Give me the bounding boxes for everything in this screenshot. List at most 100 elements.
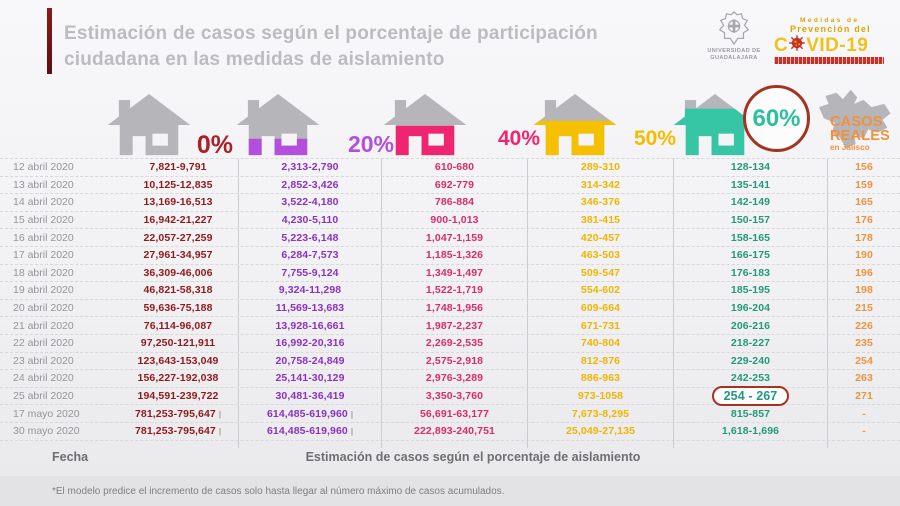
cell-estimate-40pct: 1,047-1,159 <box>382 229 528 246</box>
cell-estimate-0pct: 123,643-153,049 <box>118 352 239 370</box>
cell-estimate-50pct: 420-457 <box>528 229 674 246</box>
estimate-value-60pct: 166-175 <box>730 249 771 262</box>
cell-estimate-0pct: 22,057-27,259 <box>118 229 239 246</box>
cell-estimate-0pct: 781,253-795,647 | <box>118 405 239 422</box>
estimate-value-40pct: 1,987-2,237 <box>425 319 484 332</box>
estimate-value-50pct: 381-415 <box>580 214 621 227</box>
cell-estimate-20pct: 13,928-16,661 <box>239 317 382 334</box>
covid-wordmark-suffix: VID-19 <box>806 34 869 56</box>
row-date: 16 abril 2020 <box>13 231 74 244</box>
estimate-value-0pct: 46,821-58,318 <box>143 284 213 297</box>
estimate-value-60pct: 218-227 <box>730 337 771 350</box>
participation-20pct-label: 20% <box>347 131 394 157</box>
cell-estimate-60pct: 166-175 <box>674 246 828 264</box>
row-date: 12 abril 2020 <box>13 161 74 174</box>
participation-50pct-label: 50% <box>633 127 676 150</box>
row-date: 18 abril 2020 <box>13 266 74 279</box>
cell-estimate-60pct: 128-134 <box>674 159 828 176</box>
estimate-value-60pct: 229-240 <box>730 354 771 367</box>
cell-estimate-50pct: 554-602 <box>528 282 674 299</box>
real-cases-value: 226 <box>855 319 873 332</box>
real-cases-value: 178 <box>855 231 873 244</box>
cell-estimate-40pct: 2,575-2,918 <box>382 352 528 370</box>
real-cases-value: 215 <box>855 302 873 315</box>
covid-tagline-1: Medidas de <box>800 17 860 24</box>
cell-estimate-0pct: 7,821-9,791 <box>118 159 239 176</box>
estimate-value-50pct: 25,049-27,135 <box>565 425 636 438</box>
cell-estimate-40pct: 2,976-3,289 <box>382 370 528 387</box>
estimate-value-0pct: 27,961-34,957 <box>143 249 213 262</box>
estimate-value-0pct: 13,169-16,513 <box>143 196 213 209</box>
estimate-value-20pct: 4,230-5,110 <box>281 214 339 227</box>
estimate-value-40pct: 786-884 <box>434 196 475 209</box>
estimate-value-40pct: 900-1,013 <box>430 214 479 227</box>
real-cases-value: 156 <box>855 161 873 174</box>
estimate-value-40pct: 2,269-2,535 <box>425 337 484 350</box>
table-row: 13 abril 2020 10,125-12,835 2,852-3,426 … <box>0 176 900 195</box>
cell-real-cases: 215 <box>828 300 900 317</box>
estimate-value-50pct: 973-1058 <box>577 390 624 403</box>
cell-real-cases: 271 <box>828 388 900 405</box>
participation-0pct-label: 0% <box>196 131 233 159</box>
cell-real-cases: 156 <box>828 159 900 176</box>
cell-estimate-50pct: 25,049-27,135 <box>528 422 674 440</box>
estimate-value-60pct: 142-149 <box>730 196 771 209</box>
footnote-marker: | <box>350 426 354 437</box>
jalisco-map-icon <box>814 88 894 155</box>
virus-icon <box>788 35 806 55</box>
real-cases-value: 159 <box>855 178 873 191</box>
cell-estimate-50pct: 609-664 <box>528 299 674 317</box>
cell-real-cases: 176 <box>828 212 900 229</box>
estimate-value-0pct: 59,636-75,188 <box>143 302 213 315</box>
estimate-value-20pct: 16,992-20,316 <box>275 337 345 350</box>
real-cases-value: - <box>862 425 866 438</box>
table-row: 16 abril 2020 22,057-27,259 5,223-6,148 … <box>0 229 900 247</box>
estimate-value-40pct: 610-680 <box>434 161 475 174</box>
estimate-value-40pct: 1,185-1,326 <box>425 249 484 262</box>
cell-estimate-0pct: 10,125-12,835 <box>118 176 239 194</box>
estimate-value-60pct: 206-216 <box>730 319 771 332</box>
cell-estimate-0pct: 59,636-75,188 <box>118 299 239 317</box>
estimate-value-50pct: 314-342 <box>580 178 621 191</box>
column-header-0pct: 0% <box>107 86 239 159</box>
covid-logo-strip <box>774 57 884 64</box>
row-date: 30 mayo 2020 <box>13 425 80 438</box>
cell-estimate-0pct: 36,309-46,006 <box>118 264 239 282</box>
table-row: 17 mayo 2020 781,253-795,647 | 614,485-61… <box>0 405 900 423</box>
cell-estimate-0pct: 97,250-121,911 <box>118 334 239 352</box>
cell-estimate-60pct: 254 - 267 <box>674 385 828 407</box>
estimate-value-0pct: 16,942-21,227 <box>143 214 213 227</box>
cell-estimate-40pct: 786-884 <box>382 194 528 211</box>
cell-estimate-20pct: 11,569-13,683 <box>239 299 382 317</box>
estimate-value-50pct: 554-602 <box>580 284 621 297</box>
cell-estimate-0pct: 76,114-96,087 <box>118 317 239 334</box>
row-date: 17 mayo 2020 <box>13 407 80 420</box>
footnote-marker: | <box>218 408 222 419</box>
cell-estimate-60pct: 815-857 <box>674 405 828 422</box>
covid-letter-c: C <box>774 34 789 56</box>
column-header-real-cases: CASOS REALES en Jalisco <box>819 86 900 158</box>
estimate-value-0pct: 36,309-46,006 <box>143 266 213 279</box>
cell-estimate-20pct: 25,141-30,129 <box>239 370 382 387</box>
estimate-value-50pct: 886-963 <box>580 372 621 385</box>
cell-estimate-60pct: 206-216 <box>674 317 828 334</box>
row-date: 14 abril 2020 <box>13 196 74 209</box>
cell-estimate-40pct: 56,691-63,177 <box>382 405 528 422</box>
real-cases-value: 235 <box>855 337 873 350</box>
estimate-value-20pct: 3,522-4,180 <box>281 196 339 209</box>
cell-estimate-20pct: 20,758-24,849 <box>239 352 382 370</box>
cell-estimate-60pct: 158-165 <box>674 229 828 246</box>
highlight-circle-60pct: 60% <box>743 85 810 152</box>
estimate-value-50pct: 346-376 <box>580 196 621 209</box>
real-cases-value: 263 <box>855 372 873 385</box>
estimate-value-60pct: 242-253 <box>730 372 771 385</box>
column-header-20pct: 20% <box>236 86 394 158</box>
estimate-value-50pct: 671-731 <box>580 319 621 332</box>
cell-estimate-0pct: 46,821-58,318 <box>118 282 239 299</box>
cell-estimate-20pct: 5,223-6,148 <box>239 229 382 246</box>
estimate-value-0pct: 10,125-12,835 <box>143 178 213 191</box>
estimate-value-20pct: 9,324-11,298 <box>278 284 342 297</box>
cell-estimate-50pct: 7,673-8,295 <box>528 405 674 422</box>
row-date: 25 abril 2020 <box>13 390 74 403</box>
cell-estimate-50pct: 381-415 <box>528 211 674 229</box>
